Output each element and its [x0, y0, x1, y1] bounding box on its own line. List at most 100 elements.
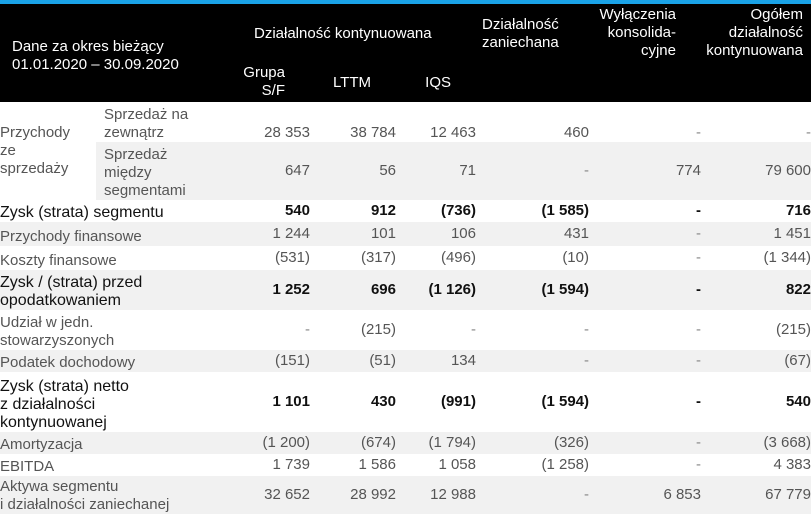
row-external-sales: Przychody ze sprzedaży Sprzedaż na zewną…	[0, 102, 811, 177]
cell: 822	[701, 270, 811, 310]
cell: (496)	[440, 249, 476, 266]
cell: (10)	[562, 249, 589, 266]
row-label: Amortyzacja	[0, 432, 200, 454]
cell: (991)	[440, 393, 476, 410]
row-label-line: Zysk (strata) segmentu	[0, 204, 164, 221]
table-row: EBITDA 1 739 1 586 1 058 (1 258) - 4 383	[0, 454, 811, 476]
cell: 912	[370, 202, 396, 219]
grupa-header-2: S/F	[261, 82, 285, 99]
cell: (326)	[476, 432, 589, 454]
continuing-header: Działalność kontynuowana	[254, 25, 432, 42]
cell: (1 594)	[541, 393, 589, 410]
cell: 28 992	[310, 476, 396, 514]
cell: 774	[589, 142, 701, 200]
cell: 71	[396, 142, 476, 200]
row-label: Zysk (strata) netto z działalności kontynu…	[0, 372, 200, 432]
cell: 540	[785, 393, 811, 410]
data-table: Przychody ze sprzedaży Sprzedaż na zewną…	[0, 102, 811, 514]
discontinued-header-2: zaniechana	[482, 34, 559, 51]
cell: 38 784	[350, 124, 396, 141]
row-label: Przychody finansowe	[0, 222, 200, 246]
iqs-header: IQS	[425, 74, 451, 91]
external-sales-label-1: Sprzedaż na	[104, 106, 189, 123]
row-label-line: opodatkowaniem	[0, 292, 121, 309]
cell: (531)	[274, 249, 310, 266]
cell: (215)	[360, 321, 396, 338]
cell: -	[696, 124, 701, 141]
cell: 12 988	[396, 476, 476, 514]
row-label-line: Udział w jedn.	[0, 314, 94, 331]
cell: (3 668)	[701, 432, 811, 454]
cell: (1 200)	[200, 432, 310, 454]
revenue-label-3: sprzedaży	[0, 160, 69, 177]
intersegment-label-3: segmentami	[104, 182, 186, 199]
row-label: Udział w jedn. stowarzyszonych	[0, 310, 200, 350]
cell: -	[696, 393, 701, 410]
row-label-line: Podatek dochodowy	[0, 354, 136, 371]
cell: 6 853	[589, 476, 701, 514]
table-row: Amortyzacja (1 200) (674) (1 794) (326) - (3 6…	[0, 432, 811, 454]
cell: 1 586	[358, 456, 396, 473]
cell: -	[584, 321, 589, 338]
cell: -	[696, 202, 701, 219]
cell: 79 600	[701, 142, 811, 200]
row-label-line: Koszty finansowe	[0, 252, 117, 269]
cell: 1 058	[438, 456, 476, 473]
lttm-header: LTTM	[332, 74, 371, 91]
cell: (51)	[310, 350, 396, 372]
row-label-line: Amortyzacja	[0, 436, 83, 453]
table-row: Przychody finansowe 1 244 101 106 431-1 451	[0, 222, 811, 246]
cell: -	[589, 270, 701, 310]
row-label-line: Zysk / (strata) przed	[0, 274, 143, 291]
row-label-line: Zysk (strata) netto	[0, 378, 129, 395]
cell: -	[305, 321, 310, 338]
cell: 101	[310, 222, 396, 246]
row-label-line: Przychody finansowe	[0, 228, 142, 245]
table-row: Aktywa segmentu i działalności zaniechane…	[0, 476, 811, 514]
cell: 32 652	[200, 476, 310, 514]
row-label-line: z działalności	[0, 396, 96, 413]
cell: 460	[563, 124, 589, 141]
cell: (1 594)	[476, 270, 589, 310]
cell: -	[476, 350, 589, 372]
revenue-group-label: Przychody ze sprzedaży	[0, 102, 96, 200]
row-label-line: EBITDA	[0, 458, 55, 475]
cell: (151)	[200, 350, 310, 372]
cell: -	[471, 321, 476, 338]
cell: (1 794)	[396, 432, 476, 454]
table-row: Koszty finansowe (531) (317) (496) (10) - (1 3…	[0, 246, 811, 270]
cell: -	[476, 476, 589, 514]
cell: -	[806, 124, 811, 141]
cell: 12 463	[430, 124, 476, 141]
cell: 431	[476, 222, 589, 246]
row-label: Zysk / (strata) przed opodatkowaniem	[0, 270, 200, 310]
cell: (1 126)	[396, 270, 476, 310]
cell: -	[589, 222, 701, 246]
row-intersegment-sales: Sprzedaż między segmentami 647 56 71 - 7…	[0, 142, 811, 200]
period-label: Dane za okres bieżący	[12, 38, 164, 55]
cell: -	[476, 142, 589, 200]
row-label: Koszty finansowe	[0, 246, 200, 270]
elim-header-3: cyjne	[640, 42, 676, 59]
cell: (674)	[310, 432, 396, 454]
cell: 56	[310, 142, 396, 200]
cell: 134	[396, 350, 476, 372]
intersegment-label-1: Sprzedaż	[104, 146, 168, 163]
total-header-3: kontynuowana	[706, 42, 803, 59]
cell: (736)	[440, 202, 476, 219]
cell: -	[696, 321, 701, 338]
cell: -	[589, 432, 701, 454]
cell: (1 585)	[541, 202, 589, 219]
total-header-1: Ogółem	[750, 6, 803, 23]
row-label: Zysk (strata) segmentu	[0, 200, 200, 222]
discontinued-header-1: Działalność	[482, 16, 559, 33]
cell: 696	[310, 270, 396, 310]
revenue-label-2: ze	[0, 142, 16, 159]
row-label: Aktywa segmentu i działalności zaniechane…	[0, 476, 200, 514]
cell: 647	[200, 142, 310, 200]
cell: -	[696, 249, 701, 266]
total-header-2: działalność	[728, 24, 803, 41]
cell: -	[589, 350, 701, 372]
accent-bar	[0, 0, 811, 4]
